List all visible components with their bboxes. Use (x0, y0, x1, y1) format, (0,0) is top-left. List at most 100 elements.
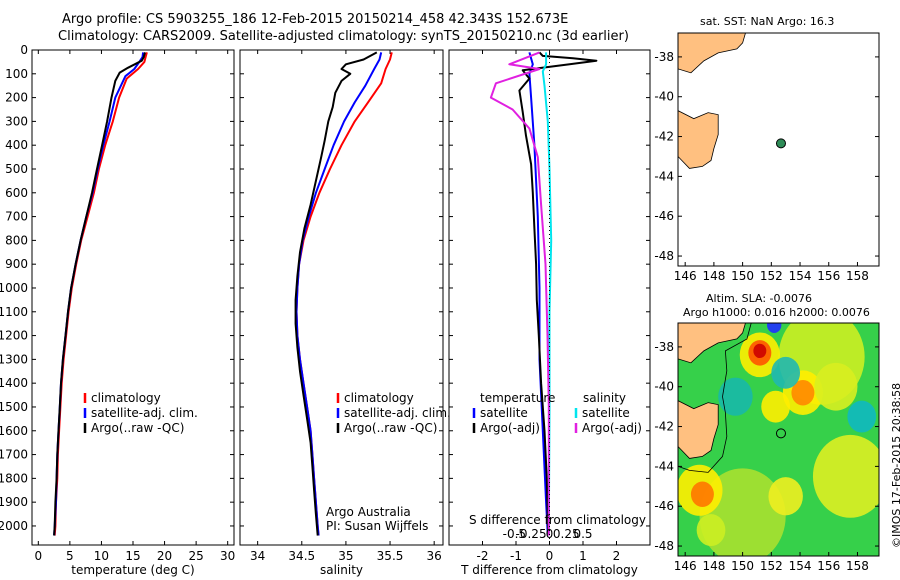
credit-text: ©IMOS 17-Feb-2015 20:38:58 (890, 382, 900, 548)
map-x-tick-label: 148 (702, 559, 725, 573)
legend-label: satellite-adj. clim. (344, 406, 451, 420)
legend-header-salinity: salinity (583, 391, 626, 405)
legend-label: Argo(-adj) (582, 421, 642, 435)
x-tick-label: 20 (157, 549, 172, 563)
y-tick-label: 200 (5, 91, 28, 105)
y-tick-label: 1700 (0, 448, 28, 462)
series-line-salinity-satellite (541, 52, 553, 536)
figure-title-line2: Climatology: CARS2009. Satellite-adjuste… (58, 29, 629, 44)
annotation-line2: PI: Susan Wijffels (326, 519, 428, 533)
map-y-tick-label: -38 (654, 50, 674, 64)
sla-anomaly-blob (847, 400, 877, 433)
sla-anomaly-blob (761, 390, 790, 423)
y-tick-label: 1100 (0, 305, 28, 319)
y-tick-label: 1900 (0, 495, 28, 509)
series-line-argo-raw-qc- (294, 51, 378, 536)
sla-anomaly-blob (791, 379, 815, 406)
map-x-tick-label: 146 (674, 559, 697, 573)
x-tick-label: -2 (477, 549, 489, 563)
map-x-tick-label: 158 (846, 559, 869, 573)
figure-title-line1: Argo profile: CS 5903255_186 12-Feb-2015… (62, 12, 569, 27)
y-tick-label: 800 (5, 233, 28, 247)
series-line-argo-raw-qc- (53, 52, 146, 536)
land-mainland (678, 323, 746, 364)
x-tick-label: 0 (546, 549, 554, 563)
map-y-tick-label: -44 (654, 459, 674, 473)
map-y-tick-label: -38 (654, 340, 674, 354)
y-tick-label: 1300 (0, 352, 28, 366)
sla-anomaly-blob (718, 377, 753, 416)
legend-label: climatology (91, 391, 161, 405)
map-x-tick-label: 150 (731, 269, 754, 283)
panel-frame-2 (239, 49, 444, 546)
x-tick-label: 35.5 (377, 549, 404, 563)
series-line-climatology (53, 52, 148, 536)
legend-label: satellite (582, 406, 630, 420)
argo-position-marker (775, 428, 786, 439)
s-diff-tick-label: 0 (546, 527, 554, 541)
map-y-tick-label: -40 (654, 380, 674, 394)
map-y-tick-label: -40 (654, 90, 674, 104)
map-x-tick-label: 150 (731, 559, 754, 573)
map-y-tick-label: -42 (654, 130, 674, 144)
series-line-climatology (295, 52, 393, 536)
series-line-salinity-argo-adj- (489, 51, 550, 536)
x-tick-label: 34 (250, 549, 265, 563)
map-x-tick-label: 152 (760, 559, 783, 573)
sla-anomaly-blob (814, 362, 858, 411)
legend-label: climatology (344, 391, 414, 405)
map-y-tick-label: -48 (654, 249, 674, 263)
y-tick-label: 0 (20, 43, 28, 57)
legend-header-temperature: temperature (480, 391, 555, 405)
map-2 (677, 322, 880, 557)
map-x-tick-label: 156 (817, 559, 840, 573)
s-diff-tick-label: 0.25 (553, 527, 580, 541)
y-tick-label: 700 (5, 210, 28, 224)
x-tick-label: 0 (34, 549, 42, 563)
x-tick-label: -1 (510, 549, 522, 563)
sla-anomaly-blob (767, 323, 782, 333)
y-tick-label: 1600 (0, 424, 28, 438)
map-sst-title: sat. SST: NaN Argo: 16.3 (700, 15, 834, 28)
map-x-tick-label: 158 (846, 269, 869, 283)
map-x-tick-label: 154 (789, 559, 812, 573)
y-tick-label: 1400 (0, 376, 28, 390)
sla-anomaly-blob (768, 477, 803, 516)
y-tick-label: 2000 (0, 519, 28, 533)
y-tick-label: 400 (5, 138, 28, 152)
x-axis-label: temperature (deg C) (71, 563, 194, 577)
y-tick-label: 100 (5, 67, 28, 81)
map-x-tick-label: 156 (817, 269, 840, 283)
map-y-tick-label: -44 (654, 169, 674, 183)
x-tick-label: 34.5 (288, 549, 315, 563)
x-tick-label: 2 (613, 549, 621, 563)
map-x-tick-label: 152 (760, 269, 783, 283)
x-axis-label: T difference from climatology (460, 563, 638, 577)
legend-label: Argo(..raw -QC) (344, 421, 437, 435)
x-tick-label: 15 (125, 549, 140, 563)
map-frame (677, 32, 880, 267)
map-x-tick-label: 148 (702, 269, 725, 283)
x-tick-label: 30 (220, 549, 235, 563)
legend-label: Argo(-adj) (480, 421, 540, 435)
sla-anomaly-blob (690, 481, 714, 508)
argo-position-marker (775, 138, 786, 149)
map-x-tick-label: 154 (789, 269, 812, 283)
legend-label: Argo(..raw -QC) (91, 421, 184, 435)
map-y-tick-label: -46 (654, 499, 674, 513)
series-line-temperature-satellite (528, 52, 549, 536)
y-tick-label: 900 (5, 257, 28, 271)
y-tick-label: 300 (5, 114, 28, 128)
sla-anomaly-blob (753, 343, 767, 359)
legend-label: satellite (480, 406, 528, 420)
panel-frame-1 (31, 49, 235, 546)
y-tick-label: 1000 (0, 281, 28, 295)
s-diff-tick-label: -0.25 (516, 527, 547, 541)
y-tick-label: 1500 (0, 400, 28, 414)
land-tasmania (678, 400, 719, 459)
y-tick-label: 500 (5, 162, 28, 176)
s-diff-tick-label: 0.5 (573, 527, 592, 541)
y-tick-label: 600 (5, 186, 28, 200)
